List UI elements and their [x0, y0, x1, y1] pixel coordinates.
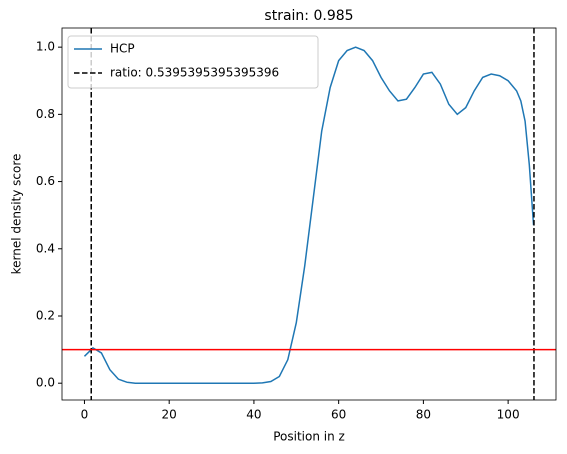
- x-axis-label: Position in z: [273, 430, 345, 444]
- x-tick-label: 40: [246, 408, 261, 422]
- x-tick-label: 20: [162, 408, 177, 422]
- y-tick-label: 0.8: [36, 107, 55, 121]
- axes-frame: [61, 27, 557, 401]
- y-tick-label: 0.4: [36, 241, 55, 255]
- y-tick-label: 0.2: [36, 308, 55, 322]
- x-tick-label: 100: [497, 408, 520, 422]
- legend-box: [67, 35, 319, 89]
- legend-label: HCP: [110, 42, 135, 56]
- data-line: [83, 46, 535, 384]
- x-tick-label: 0: [81, 408, 89, 422]
- x-tick-label: 80: [416, 408, 431, 422]
- y-tick-label: 0.6: [36, 174, 55, 188]
- x-tick-label: 60: [331, 408, 346, 422]
- chart-title: strain: 0.985: [264, 8, 353, 24]
- y-tick-label: 0.0: [36, 376, 55, 390]
- y-tick-label: 1.0: [36, 40, 55, 54]
- y-axis-label: kernel density score: [10, 154, 24, 275]
- legend-label: ratio: 0.5395395395395396: [110, 66, 279, 80]
